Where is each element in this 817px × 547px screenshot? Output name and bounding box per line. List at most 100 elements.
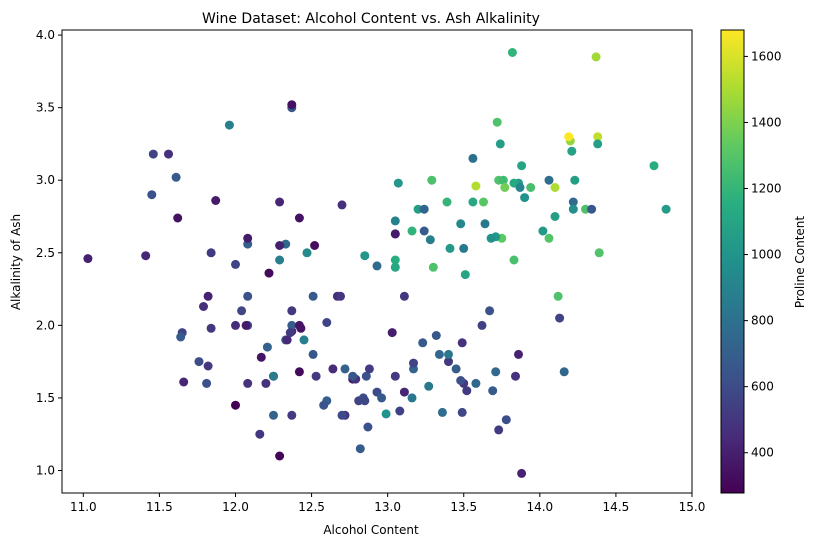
scatter-point [176,332,186,342]
scatter-point [471,378,481,388]
colorbar-tick-label: 1200 [751,182,782,196]
scatter-point [322,318,332,327]
colorbar-tick-label: 800 [751,314,774,328]
scatter-point [364,364,374,374]
scatter-point [567,146,577,156]
scatter-point [164,149,173,159]
scatter-point [570,175,580,185]
scatter-point [363,422,373,432]
scatter-point [390,255,400,265]
scatter-point [147,190,157,200]
scatter-point [377,393,387,403]
scatter-point [511,371,520,381]
scatter-point [299,335,309,345]
y-tick-label: 1.0 [36,464,55,478]
scatter-point [550,183,560,192]
scatter-point [509,255,519,265]
scatter-point [337,200,347,210]
scatter-point [442,197,452,207]
scatter-point [294,367,304,377]
scatter-point [538,226,548,236]
scatter-point [471,181,481,191]
scatter-point [372,261,382,271]
x-tick-label: 14.0 [526,500,553,514]
x-tick-label: 11.0 [70,500,97,514]
x-tick-label: 14.5 [603,500,630,514]
x-axis-label: Alcohol Content [323,523,419,537]
scatter-point [262,342,272,352]
scatter-point [491,367,501,377]
scatter-point [171,172,181,182]
scatter-point [514,349,523,359]
scatter-point [360,396,370,406]
scatter-point [179,377,189,387]
x-axis: 11.0 11.5 12.0 12.5 13.0 13.5 14.0 14.5 15.0 [70,493,705,514]
scatter-point [328,364,338,374]
scatter-point [241,320,251,330]
scatter-point [243,291,253,301]
y-tick-label: 2.0 [36,318,55,332]
scatter-point [568,197,578,207]
colorbar-tick-label: 1600 [751,49,782,63]
scatter-point [194,357,204,367]
scatter-point [243,233,253,243]
scatter-point [456,376,466,385]
scatter-point [83,254,93,264]
scatter-point [237,306,247,316]
scatter-point [407,226,417,236]
scatter-point [296,323,306,333]
scatter-point [206,323,216,333]
scatter-point [520,193,530,203]
scatter-point [544,233,554,243]
y-tick-label: 3.0 [36,173,55,187]
scatter-point [287,306,297,316]
scatter-point [457,407,467,417]
y-tick-label: 1.5 [36,391,55,405]
y-tick-label: 2.5 [36,246,55,260]
scatter-point [243,378,253,388]
colorbar-axis: 400 600 800 1000 1200 1400 1600 [744,49,782,460]
scatter-point [285,328,295,338]
scatter-point [360,251,370,261]
scatter-point [231,320,240,330]
scatter-point [661,204,671,214]
scatter-point [256,352,266,362]
chart-title: Wine Dataset: Alcohol Content vs. Ash Al… [202,11,540,27]
scatter-point [501,415,511,425]
scatter-point [425,235,435,245]
scatter-point [492,117,502,127]
scatter-point [395,406,405,416]
scatter-point [418,338,428,348]
scatter-point [468,153,478,163]
scatter-point [495,139,505,149]
colorbar-label: Proline Content [793,216,807,309]
scatter-point [424,381,434,391]
colorbar-tick-label: 1000 [751,248,782,262]
scatter-point [437,407,447,417]
scatter-point [488,386,498,396]
scatter-point [294,213,304,223]
scatter-point [308,349,318,359]
scatter-point [361,371,371,381]
scatter-point [287,320,297,330]
scatter-point [390,229,400,239]
x-tick-label: 11.5 [146,500,173,514]
scatter-point [275,197,285,207]
scatter-point [550,212,560,221]
x-tick-label: 13.5 [450,500,477,514]
scatter-point [555,313,565,323]
scatter-point [451,364,461,374]
scatter-point [399,291,409,301]
scatter-point [390,216,400,226]
scatter-point [553,291,563,301]
colorbar-tick-label: 400 [751,446,774,460]
y-axis-label: Alkalinity of Ash [9,214,23,310]
y-axis: 1.0 1.5 2.0 2.5 3.0 3.5 4.0 [36,28,62,478]
x-tick-label: 12.5 [298,500,325,514]
x-tick-label: 12.0 [222,500,249,514]
scatter-point [498,175,508,185]
scatter-point [517,161,527,171]
scatter-point [479,197,488,207]
scatter-point [141,251,151,261]
